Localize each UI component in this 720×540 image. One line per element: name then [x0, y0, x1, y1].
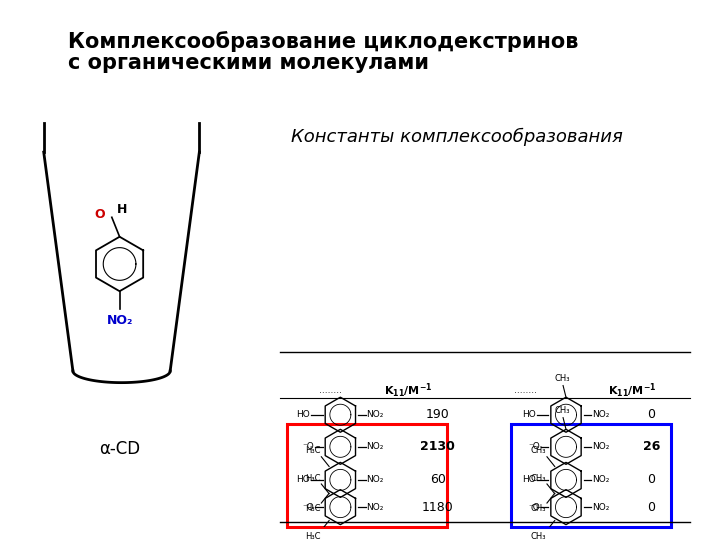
Text: HO: HO	[297, 410, 310, 419]
Text: H: H	[117, 203, 127, 216]
Text: NO₂: NO₂	[593, 442, 610, 451]
Text: CH₃: CH₃	[531, 474, 546, 483]
Text: ⁻O: ⁻O	[528, 503, 540, 511]
Text: 0: 0	[647, 474, 656, 487]
Text: ........: ........	[513, 386, 536, 395]
Text: 60: 60	[430, 474, 446, 487]
Text: CH₃: CH₃	[554, 406, 570, 415]
Text: 190: 190	[426, 408, 449, 421]
Text: $\mathbf{K_{11}/M^{-1}}$: $\mathbf{K_{11}/M^{-1}}$	[384, 381, 433, 400]
Text: ........: ........	[319, 386, 342, 395]
Text: NO₂: NO₂	[593, 503, 610, 511]
Text: H₃C: H₃C	[305, 474, 320, 483]
Text: NO₂: NO₂	[366, 503, 384, 511]
Text: ⁻O: ⁻O	[302, 503, 314, 511]
Text: H₃C: H₃C	[305, 531, 320, 540]
Text: CH₃: CH₃	[531, 447, 546, 455]
Text: 2130: 2130	[420, 440, 455, 453]
Text: CH₃: CH₃	[531, 531, 546, 540]
Text: Константы комплексообразования: Константы комплексообразования	[291, 128, 623, 146]
Text: NO₂: NO₂	[366, 442, 384, 451]
Text: $\mathbf{K_{11}/M^{-1}}$: $\mathbf{K_{11}/M^{-1}}$	[608, 381, 657, 400]
Text: 0: 0	[647, 408, 656, 421]
Text: ⁻O: ⁻O	[528, 442, 540, 451]
Text: Комплексообразование циклодекстринов: Комплексообразование циклодекстринов	[68, 31, 578, 51]
Text: ⁻O: ⁻O	[302, 442, 314, 451]
Text: NO₂: NO₂	[107, 314, 132, 327]
Text: HO: HO	[297, 475, 310, 484]
Text: 26: 26	[643, 440, 660, 453]
Text: H₃C: H₃C	[305, 504, 320, 514]
Text: CH₃: CH₃	[531, 504, 546, 514]
Text: NO₂: NO₂	[593, 475, 610, 484]
Text: O: O	[94, 208, 105, 221]
Bar	[510, 424, 671, 526]
Text: NO₂: NO₂	[366, 475, 384, 484]
Text: CH₃: CH₃	[554, 374, 570, 383]
Text: с органическими молекулами: с органическими молекулами	[68, 53, 429, 73]
Text: HO: HO	[522, 410, 536, 419]
Text: NO₂: NO₂	[593, 410, 610, 419]
Text: HO: HO	[522, 475, 536, 484]
Bar	[287, 424, 447, 526]
Text: α-CD: α-CD	[99, 440, 140, 458]
Text: 0: 0	[647, 501, 656, 514]
Text: 1180: 1180	[422, 501, 454, 514]
Text: NO₂: NO₂	[366, 410, 384, 419]
Text: H₃C: H₃C	[305, 447, 320, 455]
